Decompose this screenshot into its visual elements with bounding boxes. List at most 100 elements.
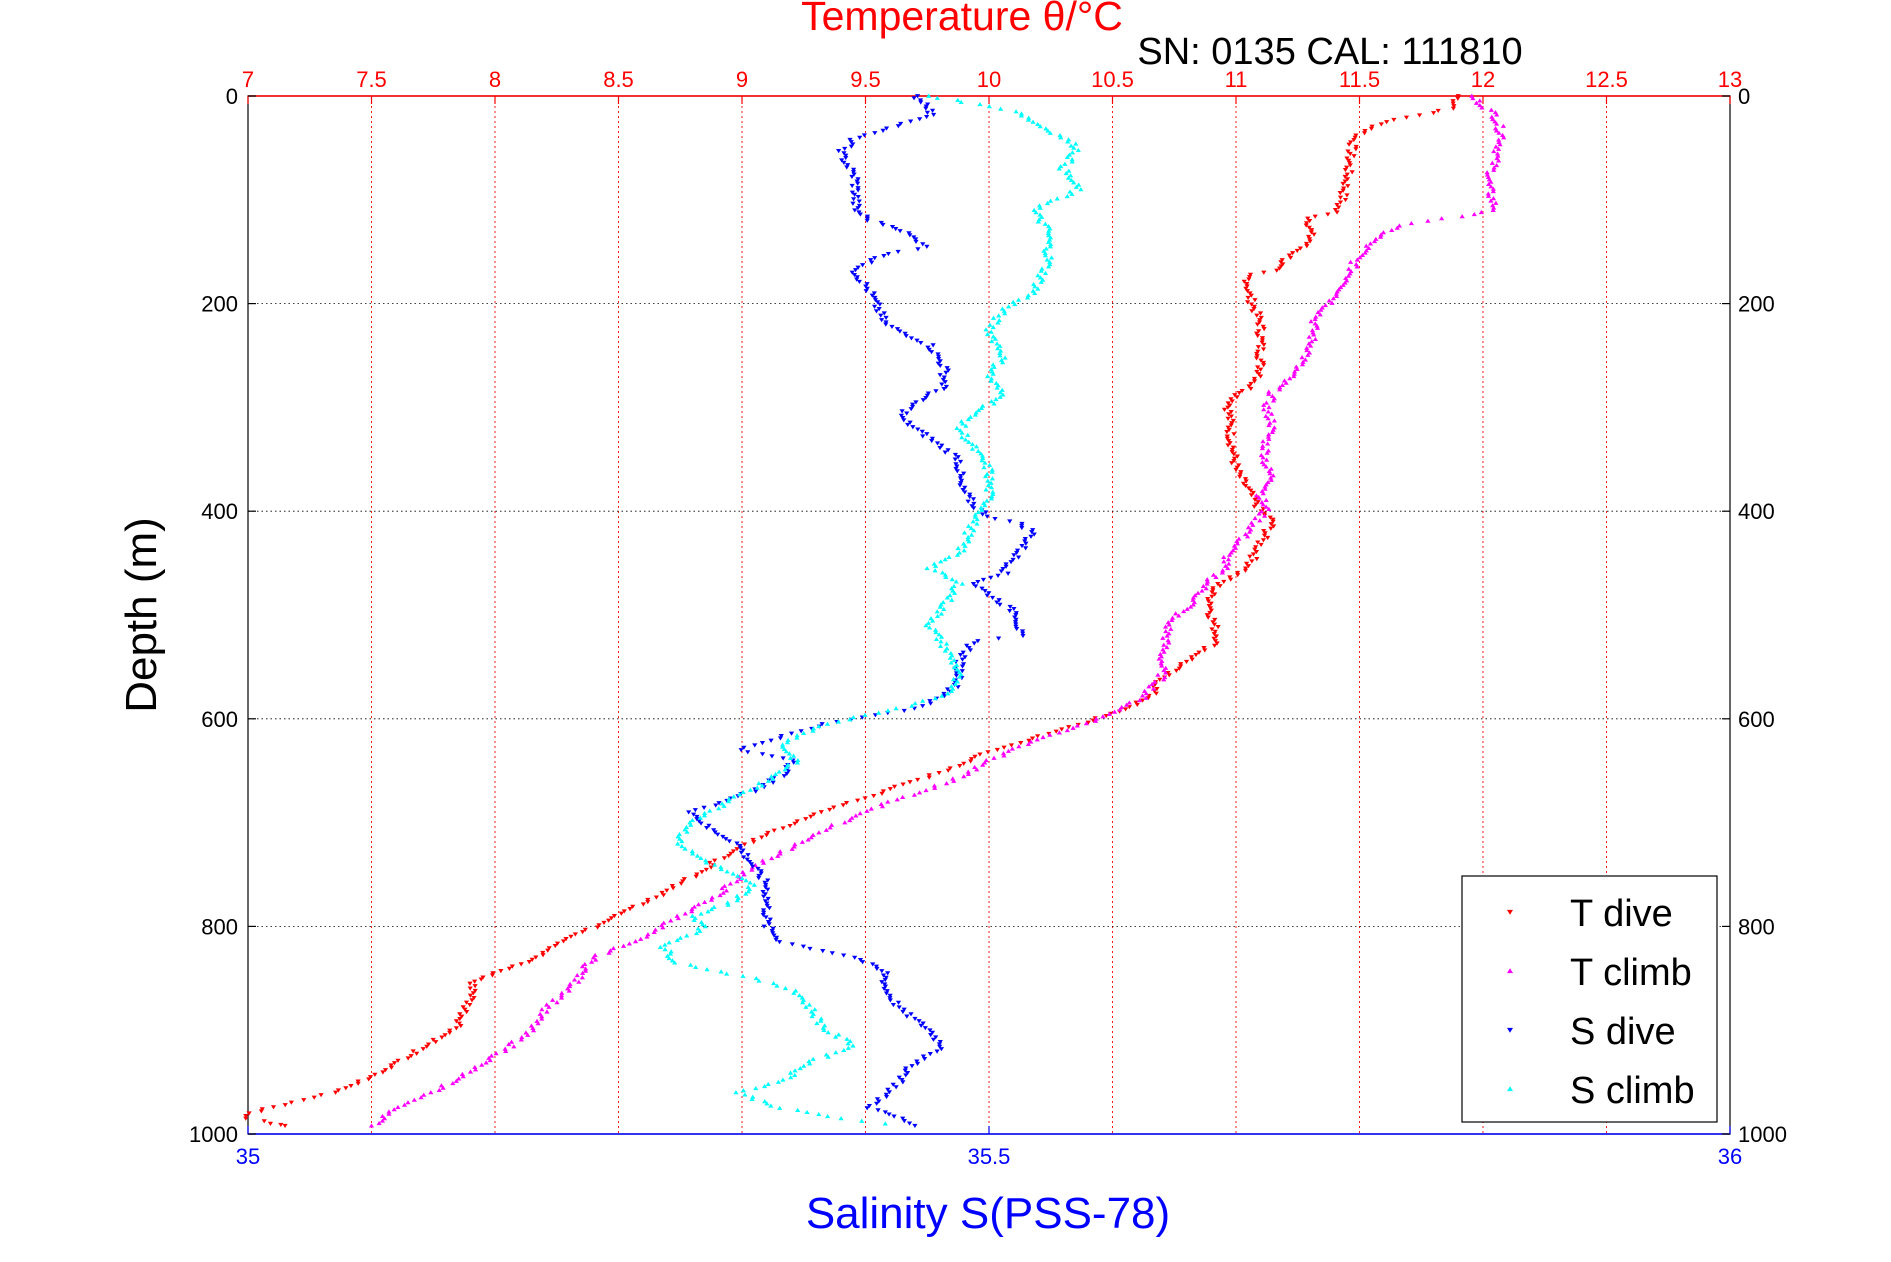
temperature-tick-label: 9	[736, 67, 748, 92]
data-point	[1256, 329, 1262, 334]
data-point	[1029, 530, 1035, 535]
data-point	[1362, 250, 1368, 255]
data-point	[768, 1103, 774, 1108]
data-point	[653, 895, 659, 900]
data-point	[506, 1041, 512, 1047]
data-point	[1330, 296, 1337, 301]
data-point	[1299, 355, 1305, 360]
data-point	[1032, 284, 1038, 289]
data-point	[1221, 407, 1228, 412]
data-point	[467, 986, 473, 991]
data-point	[967, 492, 973, 497]
data-point	[1478, 209, 1484, 215]
data-point	[576, 979, 582, 984]
data-point	[849, 815, 855, 820]
data-point	[1344, 156, 1350, 161]
data-point	[1450, 99, 1456, 104]
data-points	[243, 93, 1507, 1129]
data-point	[1236, 391, 1242, 396]
data-point	[747, 880, 753, 885]
data-point	[999, 360, 1006, 365]
data-point	[765, 887, 771, 892]
data-point	[945, 768, 951, 773]
data-point	[939, 693, 945, 698]
data-point	[1047, 130, 1053, 135]
data-point	[947, 766, 953, 771]
data-point	[693, 930, 700, 936]
data-point	[1044, 200, 1051, 206]
data-point	[1345, 184, 1351, 189]
data-point	[933, 389, 939, 394]
data-point	[1261, 327, 1267, 332]
data-point	[936, 770, 942, 776]
data-point	[464, 1009, 470, 1015]
data-point	[740, 789, 746, 795]
data-point	[278, 1122, 284, 1127]
data-point	[779, 742, 786, 747]
depth-tick-label-left: 800	[201, 914, 238, 939]
data-point	[686, 810, 692, 815]
data-point	[929, 108, 936, 113]
data-point	[895, 124, 901, 129]
data-point	[1160, 635, 1166, 640]
data-point	[1176, 613, 1182, 618]
data-point	[1311, 332, 1317, 337]
data-point	[939, 382, 945, 387]
data-point	[853, 813, 859, 818]
data-point	[425, 1042, 432, 1047]
data-point	[992, 516, 998, 522]
data-point	[942, 572, 948, 577]
data-point	[355, 1081, 361, 1086]
data-point	[679, 843, 685, 849]
data-point	[859, 1118, 865, 1123]
data-point	[1493, 200, 1499, 205]
data-point	[1047, 732, 1053, 737]
data-point	[1336, 205, 1342, 210]
data-point	[1252, 545, 1259, 550]
data-point	[957, 764, 963, 769]
data-point	[912, 701, 918, 706]
data-point	[1007, 609, 1013, 614]
data-point	[1490, 196, 1497, 201]
data-point	[908, 119, 914, 124]
data-point	[794, 735, 800, 740]
data-point	[737, 843, 743, 849]
data-point	[1013, 622, 1019, 627]
data-point	[937, 643, 944, 648]
data-point	[938, 634, 945, 639]
data-point	[1058, 135, 1064, 140]
data-point	[630, 904, 636, 909]
data-point	[864, 282, 870, 287]
data-point	[691, 917, 697, 922]
data-point	[957, 459, 964, 464]
data-point	[1250, 522, 1256, 527]
data-point	[659, 890, 665, 896]
data-point	[694, 872, 700, 877]
data-point	[1260, 502, 1266, 507]
data-point	[1011, 606, 1017, 612]
data-point	[1455, 94, 1461, 99]
data-point	[703, 858, 709, 863]
data-point	[1347, 151, 1353, 157]
data-point	[456, 1076, 462, 1081]
data-point	[939, 570, 946, 575]
data-point	[699, 870, 705, 875]
data-point	[849, 190, 855, 195]
data-point	[997, 350, 1003, 355]
data-point	[574, 972, 580, 978]
data-point	[773, 937, 779, 943]
data-point	[1265, 409, 1271, 414]
data-point	[1260, 439, 1266, 444]
data-point	[1258, 315, 1264, 321]
data-point	[925, 345, 931, 350]
data-point	[814, 1020, 820, 1026]
data-point	[869, 260, 875, 265]
data-point	[1287, 255, 1294, 261]
data-point	[948, 660, 954, 665]
data-point	[856, 199, 862, 204]
data-point	[1261, 528, 1267, 534]
data-point	[737, 792, 743, 797]
data-point	[970, 497, 977, 502]
data-point	[759, 752, 766, 757]
